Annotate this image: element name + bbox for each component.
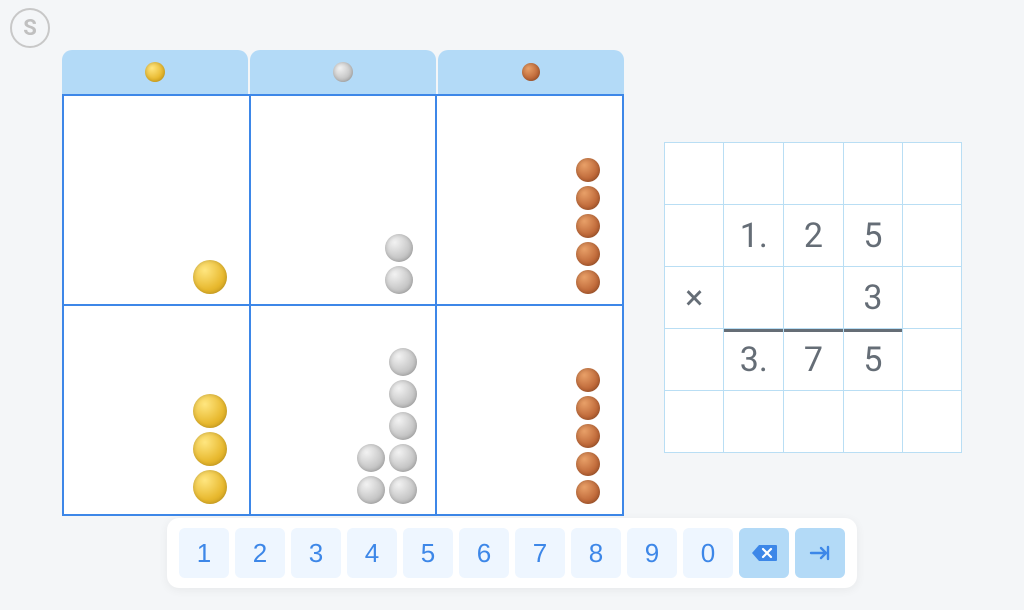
copper-coin-icon [522, 63, 540, 81]
brand-logo: S [10, 8, 50, 48]
calc-cell[interactable]: 1. [724, 205, 784, 267]
silver-coin-icon [389, 476, 417, 504]
calc-cell[interactable] [903, 143, 962, 205]
gold-coin-icon [193, 394, 227, 428]
gold-coin-icon [193, 470, 227, 504]
column-header-gold [62, 50, 248, 94]
calc-row-result: 3. 7 5 [664, 329, 961, 391]
coin-stack [193, 260, 227, 294]
calc-cell[interactable] [903, 205, 962, 267]
copper-coin-icon [576, 480, 600, 504]
silver-coin-icon [385, 234, 413, 262]
silver-coin-icon [389, 412, 417, 440]
copper-coin-icon [576, 214, 600, 238]
coin-pair [357, 444, 417, 472]
digit-5-button[interactable]: 5 [403, 528, 453, 578]
coin-cell-r1-copper[interactable] [436, 305, 623, 515]
coin-cell-r1-gold[interactable] [63, 305, 250, 515]
calc-cell[interactable] [724, 267, 784, 329]
silver-coin-icon [385, 266, 413, 294]
silver-coin-icon [389, 348, 417, 376]
digit-8-button[interactable]: 8 [571, 528, 621, 578]
copper-coin-icon [576, 368, 600, 392]
coin-cell-r0-copper[interactable] [436, 95, 623, 305]
calc-row: × 3 [664, 267, 961, 329]
silver-coin-icon [357, 476, 385, 504]
calc-cell[interactable]: 7 [784, 329, 843, 391]
coin-stack-group [357, 348, 417, 504]
calc-cell[interactable] [784, 391, 843, 453]
coin-cell-r1-silver[interactable] [250, 305, 437, 515]
calc-cell[interactable]: 2 [784, 205, 843, 267]
calc-cell[interactable] [784, 267, 843, 329]
number-keypad: 1 2 3 4 5 6 7 8 9 0 [167, 518, 857, 588]
digit-3-button[interactable]: 3 [291, 528, 341, 578]
calc-cell-operator[interactable]: × [664, 267, 723, 329]
silver-coin-icon [389, 444, 417, 472]
calc-cell[interactable] [664, 329, 723, 391]
product-line [784, 329, 842, 332]
tab-next-icon [809, 545, 831, 561]
coin-stack [576, 368, 600, 504]
product-line [724, 329, 783, 332]
calc-cell[interactable] [903, 267, 962, 329]
calc-cell[interactable] [784, 143, 843, 205]
calc-cell[interactable] [664, 391, 723, 453]
calc-cell[interactable] [724, 143, 784, 205]
copper-coin-icon [576, 396, 600, 420]
coin-cell-r0-silver[interactable] [250, 95, 437, 305]
copper-coin-icon [576, 186, 600, 210]
backspace-icon [751, 544, 777, 562]
coin-stack [385, 234, 413, 294]
digit-6-button[interactable]: 6 [459, 528, 509, 578]
brand-logo-letter: S [23, 16, 37, 41]
copper-coin-icon [576, 270, 600, 294]
digit-1-button[interactable]: 1 [179, 528, 229, 578]
calc-row [664, 143, 961, 205]
calc-cell[interactable] [664, 143, 723, 205]
calc-cell[interactable] [724, 391, 784, 453]
gold-coin-icon [193, 260, 227, 294]
digit-0-button[interactable]: 0 [683, 528, 733, 578]
calc-row [664, 391, 961, 453]
calc-cell[interactable] [843, 391, 902, 453]
coin-stack [193, 394, 227, 504]
coin-stack [576, 158, 600, 294]
calc-cell[interactable]: 3. [724, 329, 784, 391]
coin-pair [357, 476, 417, 504]
coin-panel [62, 50, 624, 516]
silver-coin-icon [333, 62, 353, 82]
silver-coin-icon [357, 444, 385, 472]
column-header-silver [250, 50, 436, 94]
calc-cell[interactable] [903, 391, 962, 453]
calc-cell[interactable]: 5 [843, 329, 902, 391]
calc-cell[interactable]: 3 [843, 267, 902, 329]
calc-cell[interactable] [664, 205, 723, 267]
gold-coin-icon [193, 432, 227, 466]
copper-coin-icon [576, 242, 600, 266]
copper-coin-icon [576, 424, 600, 448]
calc-row: 1. 2 5 [664, 205, 961, 267]
digit-9-button[interactable]: 9 [627, 528, 677, 578]
digit-2-button[interactable]: 2 [235, 528, 285, 578]
calc-cell[interactable] [903, 329, 962, 391]
column-header-copper [438, 50, 624, 94]
copper-coin-icon [576, 452, 600, 476]
digit-7-button[interactable]: 7 [515, 528, 565, 578]
calculation-panel: 1. 2 5 × 3 3. 7 5 [664, 142, 962, 516]
product-line [844, 329, 902, 332]
coin-grid [62, 94, 624, 516]
silver-coin-icon [389, 380, 417, 408]
backspace-button[interactable] [739, 528, 789, 578]
coin-header-row [62, 50, 624, 94]
calc-cell[interactable] [843, 143, 902, 205]
next-button[interactable] [795, 528, 845, 578]
digit-4-button[interactable]: 4 [347, 528, 397, 578]
gold-coin-icon [145, 62, 165, 82]
coin-cell-r0-gold[interactable] [63, 95, 250, 305]
calc-cell[interactable]: 5 [843, 205, 902, 267]
calculation-grid: 1. 2 5 × 3 3. 7 5 [664, 142, 962, 453]
workspace: 1. 2 5 × 3 3. 7 5 [62, 50, 962, 516]
copper-coin-icon [576, 158, 600, 182]
